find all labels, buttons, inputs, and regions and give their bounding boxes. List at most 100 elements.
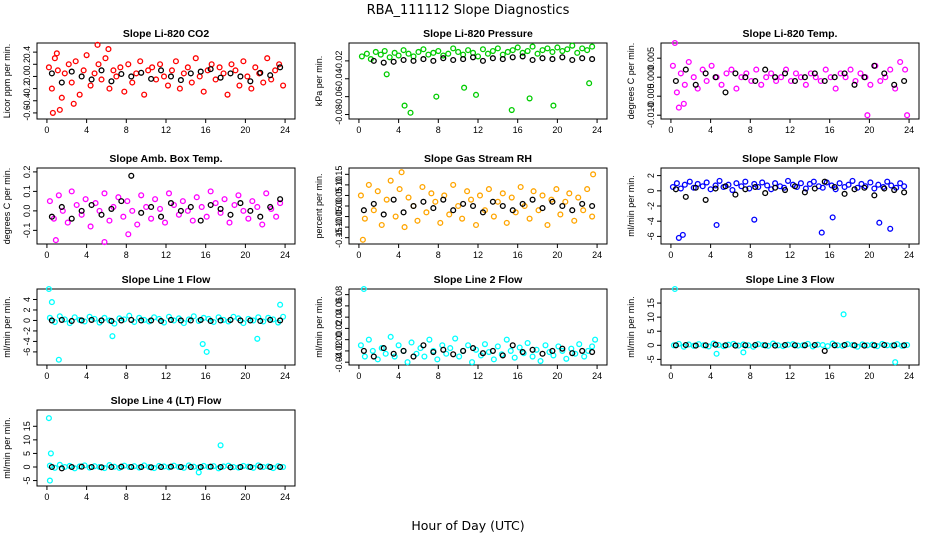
data-point [539,55,546,62]
data-point [447,345,454,352]
data-point [257,69,264,76]
y-axis-label: ml/min per min. [2,296,12,358]
data-point [68,68,75,75]
series-hourly [672,62,908,96]
data-point [277,64,284,71]
data-point [498,351,505,358]
data-point [499,202,506,210]
data-point [360,285,367,293]
data-point [435,47,442,55]
data-point [415,48,422,55]
data-point [244,73,251,80]
data-point [167,200,175,207]
data-point [703,179,710,186]
data-point [51,318,58,326]
data-point [430,205,437,212]
data-point [68,79,75,86]
y-tick-label: 0.1 [22,185,32,198]
x-tick-label: 4 [708,250,713,260]
data-point [781,341,789,349]
data-point [168,67,176,74]
data-point [569,350,576,357]
data-point [48,213,55,220]
data-point [479,350,487,357]
data-point [723,70,730,77]
data-point [217,317,224,324]
y-axis-label: percent per min. [314,173,324,238]
data-point [197,68,204,75]
data-point [811,185,818,192]
data-point [579,347,586,354]
data-point [254,203,261,211]
data-point [420,56,427,63]
data-point [897,180,904,187]
data-point [264,55,271,62]
data-point [248,85,255,92]
data-point [479,57,487,64]
data-point [187,203,194,211]
x-tick-label: 20 [240,492,250,502]
data-point [437,219,444,226]
data-point [861,184,868,191]
series-all [45,285,287,363]
y-tick-label: 15 [646,298,656,308]
data-point [562,198,569,205]
y-tick-label: -5 [646,355,656,363]
data-point [511,354,518,361]
x-tick-label: 16 [201,492,211,502]
data-point [430,49,437,56]
series-all [669,177,908,241]
plot-frame [36,167,296,245]
data-point [891,81,898,88]
data-point [682,341,689,349]
data-point [54,67,61,74]
x-tick-label: 8 [124,492,129,502]
data-point [508,194,515,201]
data-point [157,463,165,471]
data-point [121,88,128,95]
plot-frame [660,42,920,120]
data-point [207,201,214,209]
y-axis-label: ml/min per min. [626,296,636,358]
data-point [722,183,729,190]
y-tick-label: -0.02 [334,341,344,362]
y-tick-label: 5 [646,329,656,334]
data-point [180,70,187,77]
y-tick-label: -0.2 [22,81,32,97]
data-point [818,229,825,236]
y-tick-label: -6 [646,232,656,240]
data-point [410,353,417,360]
data-point [276,61,283,68]
data-point [421,353,428,360]
data-point [722,342,729,349]
data-point [692,81,699,88]
data-point [516,344,523,351]
data-point [208,61,215,68]
data-point [673,89,680,96]
data-point [901,183,908,190]
data-point [227,70,234,77]
data-point [699,183,706,190]
data-point [98,464,105,471]
data-point [177,77,184,84]
data-point [49,109,56,116]
data-point [59,207,66,214]
chart-panel: Slope Li-820 Temp. 0 4 8 12 16 20 24 -0.010-0.00… [626,28,920,135]
x-tick-label: 16 [513,250,523,260]
data-point [901,77,908,85]
data-point [456,353,463,360]
x-tick-label: 8 [124,371,129,381]
data-point [177,207,184,214]
data-point [386,54,393,61]
data-point [876,219,883,226]
data-point [129,207,136,214]
data-point [124,198,131,205]
data-point [882,74,889,81]
data-point [732,70,739,77]
x-tick-label: 8 [124,250,129,260]
data-point [740,349,747,356]
data-point [257,317,264,325]
data-point [167,463,175,470]
